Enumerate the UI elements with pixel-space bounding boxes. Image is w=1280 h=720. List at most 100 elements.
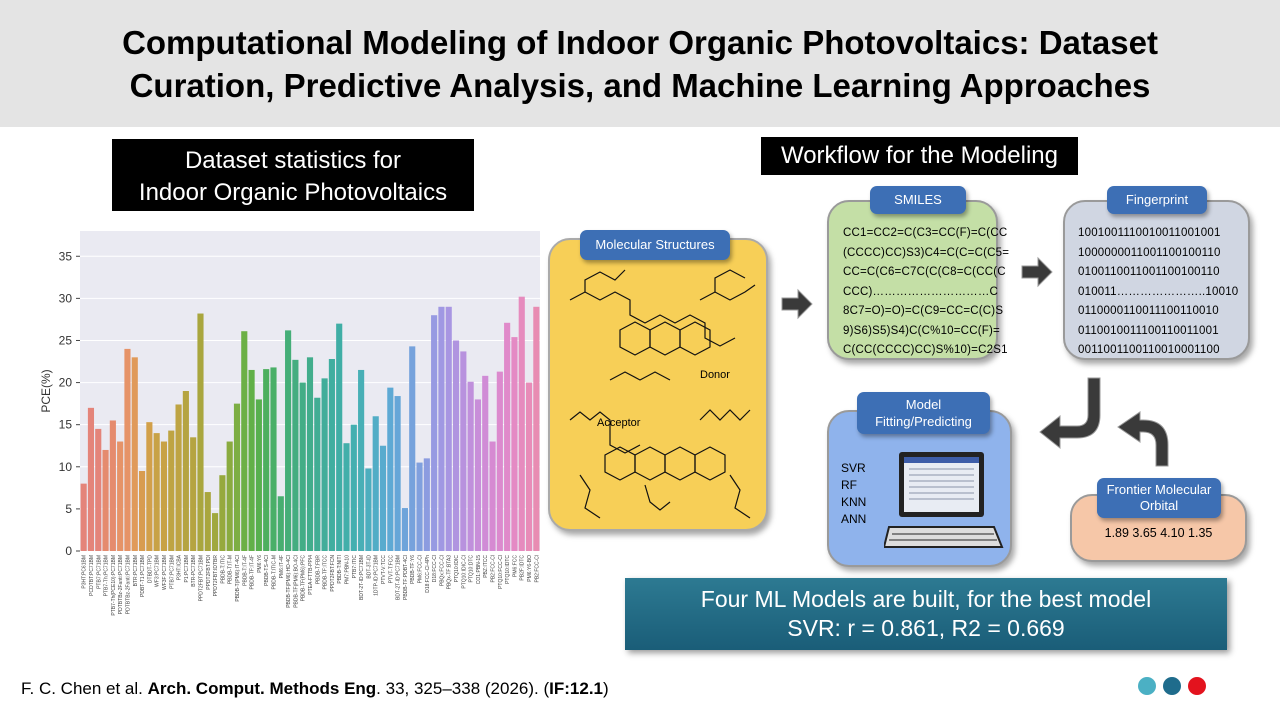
x-tick-label: PTVT-V:TCC	[381, 555, 387, 584]
x-tick-label: PBDB-TF(PM6):BO-4Cl	[293, 555, 299, 608]
bar	[518, 296, 525, 551]
bar	[489, 441, 496, 551]
bar	[109, 420, 116, 551]
x-tick-label: PTQ10:IDIC	[454, 555, 460, 583]
result-box: Four ML Models are built, for the best m…	[625, 578, 1227, 650]
model-tab-line: Model	[905, 397, 942, 412]
bar	[533, 306, 540, 551]
bar	[80, 483, 87, 551]
title-band: Computational Modeling of Indoor Organic…	[0, 0, 1280, 127]
model-name: RF	[841, 478, 857, 492]
bar	[336, 323, 343, 551]
fingerprint-line: 1000000011001100100110	[1078, 246, 1221, 259]
bar	[438, 306, 445, 551]
x-tick-label: PTQ10:FCC-Cl	[498, 555, 504, 589]
bar	[212, 513, 219, 551]
orbital-tab: Frontier Molecular Orbital	[1097, 478, 1221, 518]
x-tick-label: PDTBTBz-2Fanti:PC71BM	[118, 555, 124, 614]
x-tick-label: PTQ10:IDTC	[505, 555, 511, 584]
bar	[270, 367, 277, 551]
bar	[350, 424, 357, 551]
result-line: SVR: r = 0.861, R2 = 0.669	[787, 615, 1065, 641]
bar	[131, 357, 138, 551]
x-tick-label: CO1:PBN-15	[476, 555, 482, 584]
bar	[299, 382, 306, 551]
bar	[496, 371, 503, 551]
x-tick-label: PCDTBT:PC71BM	[89, 555, 95, 596]
y-axis-label: PCE(%)	[39, 369, 53, 412]
x-tick-label: PBQx:FCC-Cl	[439, 555, 445, 586]
citation-part: . 33, 325–338 (2026). (	[376, 679, 550, 698]
x-tick-label: PBDB-TF:ITCC	[323, 555, 329, 590]
molecule-box: Donor Acceptor	[548, 238, 768, 531]
x-tick-label: PPDT2FBT:FCN	[330, 555, 336, 592]
bar	[379, 445, 387, 551]
model-name: KNN	[841, 495, 867, 509]
workflow-label: Workflow for the Modeling	[761, 137, 1078, 175]
smiles-line: CC1=CC2=C(C3=CC(F)=C(CC	[843, 227, 1008, 239]
fingerprint-line: 0100110011001100100110	[1078, 266, 1220, 278]
bar	[255, 399, 262, 551]
x-tick-label: PM6:IT-4F	[279, 555, 285, 578]
bar	[102, 449, 109, 551]
title-line: Computational Modeling of Indoor Organic…	[122, 23, 1158, 61]
x-tick-label: DTBDT-TPD	[147, 555, 153, 583]
bar	[365, 468, 372, 551]
bar	[226, 441, 233, 551]
bar	[160, 441, 168, 551]
bar	[416, 462, 423, 551]
citation-part: Arch. Comput. Methods Eng	[147, 679, 377, 698]
x-tick-label: PM7:PBN-10	[345, 555, 351, 584]
x-tick-label: BTR:PC71BM	[133, 555, 139, 586]
x-tick-label: PDTBTBz-2Fanti:PC71BM	[125, 555, 131, 614]
citation-part: )	[603, 679, 609, 698]
bar	[467, 381, 474, 551]
model-list: SVR RF KNN ANN	[841, 460, 866, 528]
x-tick-label: D18:FCC-Cl-4Ph	[425, 555, 431, 593]
smiles-line: 8C7=O)=O)=C(C9=CC=C(C)S	[843, 305, 1004, 317]
bar	[138, 471, 146, 551]
x-tick-label: PTB7:ITIC	[352, 555, 358, 579]
bar	[233, 403, 241, 551]
fingerprint-line: 1001001110010011001001	[1078, 227, 1221, 239]
smiles-tab: SMILES	[870, 186, 966, 214]
bar	[423, 458, 430, 551]
result-line: Four ML Models are built, for the best m…	[700, 586, 1152, 612]
molecule-tab: Molecular Structures	[580, 230, 730, 260]
x-tick-label: PBQx-TF:BTA3	[447, 555, 453, 590]
x-tick-label: PBDB-TF:PDBT-4Cl	[403, 555, 409, 600]
bar	[460, 351, 467, 551]
x-tick-label: PBDB-T:IT-M	[228, 555, 234, 584]
bar	[525, 382, 533, 551]
y-tick-label: 0	[65, 544, 72, 558]
x-tick-label: PTB7:PC71BM	[96, 555, 102, 589]
fingerprint-line: 0110000110011100110010	[1078, 305, 1219, 317]
fingerprint-line: 0011001100110010001100	[1078, 344, 1220, 356]
y-tick-label: 25	[59, 333, 73, 347]
x-tick-label: PBZ:ITCC	[483, 555, 489, 578]
fingerprint-line: 010011…………………..10010	[1078, 285, 1239, 298]
x-tick-label: BDT-2T-ID:PC71BM	[396, 555, 402, 600]
bar	[482, 375, 489, 551]
smiles-line: (CCCC)CC)S3)C4=C(C=C(C5=	[843, 246, 1010, 259]
bar	[190, 437, 197, 551]
computer-icon	[884, 452, 1004, 548]
y-tick-label: 15	[59, 418, 73, 432]
bar	[343, 443, 350, 551]
model-box: SVR RF KNN ANN	[827, 410, 1012, 567]
citation: F. C. Chen et al. Arch. Comput. Methods …	[21, 679, 609, 699]
x-tick-label: PBDB-T:FBR	[315, 555, 321, 585]
x-tick-label: PBDB-TS-4Cl	[264, 555, 270, 586]
bar	[182, 391, 189, 551]
decor-dots	[1138, 677, 1206, 695]
bar	[431, 315, 438, 551]
chart: 0 5 10 15 20 25 30 35 PCE(%) P3HT:PC61BM PCDTBT:PC…	[39, 231, 540, 616]
bar	[241, 331, 248, 551]
x-tick-label: PPDT2FBT:PDI	[206, 555, 212, 590]
model-tab: Model Fitting/Predicting	[857, 392, 990, 434]
bar	[358, 369, 365, 551]
x-tick-label: PB2F:IDTC	[520, 555, 526, 581]
x-tick-label: PPDT2FBT:PC71BM	[198, 555, 204, 601]
x-tick-label: BDT-2T-ID:PC71BM	[359, 555, 365, 600]
